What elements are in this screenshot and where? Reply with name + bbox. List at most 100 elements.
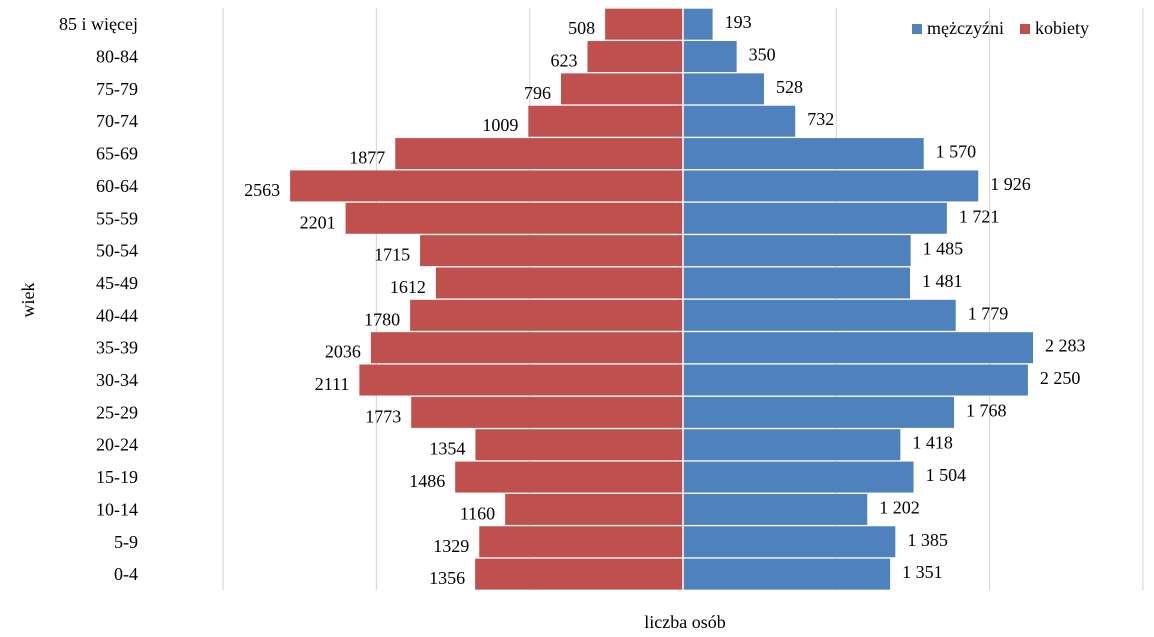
- bar-men: [683, 461, 914, 493]
- legend: mężczyźni kobiety: [912, 18, 1089, 39]
- data-label-men: 1 485: [923, 239, 964, 259]
- bar-men: [683, 235, 911, 267]
- data-label-men: 1 926: [990, 174, 1031, 194]
- bar-women: [359, 364, 683, 396]
- data-label-women: 796: [524, 83, 551, 103]
- bar-women: [479, 526, 683, 558]
- y-tick-label: 25-29: [96, 402, 138, 422]
- y-tick-label: 30-34: [96, 370, 138, 390]
- data-label-men: 1 570: [936, 142, 977, 162]
- x-axis-title: liczba osób: [644, 612, 726, 632]
- y-axis-title: wiek: [18, 282, 38, 318]
- bar-women: [505, 493, 683, 525]
- bar-men: [683, 73, 764, 105]
- bar-women: [605, 8, 683, 40]
- legend-item-women: kobiety: [1019, 18, 1089, 39]
- y-tick-label: 75-79: [96, 79, 138, 99]
- y-tick-label: 35-39: [96, 338, 138, 358]
- legend-swatch-women: [1019, 23, 1030, 34]
- data-label-women: 1356: [429, 568, 465, 588]
- bar-men: [683, 364, 1028, 396]
- data-label-women: 1612: [390, 277, 426, 297]
- bar-men: [683, 138, 924, 170]
- data-label-men: 2 250: [1040, 368, 1081, 388]
- legend-label-men: mężczyźni: [927, 18, 1004, 38]
- y-tick-label: 10-14: [96, 499, 138, 519]
- data-label-women: 2111: [315, 374, 350, 394]
- data-label-women: 1715: [374, 245, 410, 265]
- y-tick-label: 85 i więcej: [59, 14, 138, 34]
- bar-women: [475, 429, 683, 461]
- data-label-men: 732: [807, 109, 834, 129]
- data-label-men: 1 385: [907, 530, 948, 550]
- data-label-men: 1 481: [922, 271, 963, 291]
- data-label-women: 1354: [429, 439, 465, 459]
- y-tick-label: 0-4: [114, 564, 138, 584]
- bar-women: [411, 396, 683, 428]
- data-label-women: 1329: [433, 536, 469, 556]
- y-tick-label: 80-84: [96, 47, 138, 67]
- bar-men: [683, 396, 955, 428]
- bar-women: [290, 170, 683, 202]
- bar-men: [683, 105, 796, 137]
- legend-label-women: kobiety: [1034, 18, 1089, 38]
- data-label-women: 2563: [244, 180, 280, 200]
- data-label-men: 1 779: [968, 303, 1009, 323]
- data-label-men: 1 418: [912, 433, 953, 453]
- y-tick-label: 50-54: [96, 241, 138, 261]
- bar-women: [370, 332, 683, 364]
- bar-men: [683, 299, 956, 331]
- data-label-women: 623: [550, 51, 577, 71]
- data-label-women: 1160: [460, 503, 495, 523]
- data-label-men: 1 351: [902, 562, 943, 582]
- bar-women: [528, 105, 683, 137]
- bar-men: [683, 170, 979, 202]
- y-tick-label: 45-49: [96, 273, 138, 293]
- data-label-men: 193: [725, 12, 752, 32]
- y-tick-label: 65-69: [96, 144, 138, 164]
- data-label-men: 1 768: [966, 400, 1007, 420]
- data-label-women: 2201: [300, 212, 336, 232]
- bar-men: [683, 202, 947, 234]
- bar-men: [683, 493, 868, 525]
- y-tick-labels: 0-4 5-9 10-14 15-19 20-24 25-29 30-34 35-39 40-4…: [59, 14, 138, 584]
- data-label-women: 1773: [365, 406, 401, 426]
- bar-women: [587, 41, 683, 73]
- bar-women: [345, 202, 683, 234]
- bar-men: [683, 429, 901, 461]
- y-tick-label: 15-19: [96, 467, 138, 487]
- bar-women: [455, 461, 683, 493]
- bar-women: [420, 235, 683, 267]
- y-tick-label: 40-44: [96, 305, 138, 325]
- bars: [290, 8, 1033, 591]
- bar-women: [475, 558, 683, 590]
- legend-item-men: mężczyźni: [912, 18, 1004, 39]
- bar-women: [410, 299, 683, 331]
- data-labels: 1356 1 351 1329 1 385 1160 1 202 1486 1 504 1354…: [244, 12, 1085, 588]
- data-label-men: 2 283: [1045, 336, 1086, 356]
- data-label-men: 1 721: [959, 206, 1000, 226]
- bar-women: [560, 73, 683, 105]
- data-label-men: 528: [776, 77, 803, 97]
- grid-lines: [222, 8, 1144, 591]
- y-tick-label: 5-9: [114, 532, 138, 552]
- data-label-men: 1 504: [926, 465, 967, 485]
- data-label-women: 1009: [482, 115, 518, 135]
- bar-men: [683, 526, 896, 558]
- data-label-women: 1877: [349, 148, 385, 168]
- bar-men: [683, 41, 737, 73]
- data-label-men: 1 202: [879, 497, 920, 517]
- data-label-women: 1780: [364, 309, 400, 329]
- data-label-men: 350: [749, 45, 776, 65]
- bar-men: [683, 8, 713, 40]
- bar-women: [395, 138, 683, 170]
- bar-men: [683, 332, 1033, 364]
- y-tick-label: 55-59: [96, 208, 138, 228]
- legend-swatch-men: [912, 23, 922, 34]
- data-label-women: 508: [568, 18, 595, 38]
- data-label-women: 2036: [325, 342, 361, 362]
- y-tick-label: 20-24: [96, 435, 138, 455]
- y-tick-label: 70-74: [96, 111, 138, 131]
- bar-men: [683, 558, 891, 590]
